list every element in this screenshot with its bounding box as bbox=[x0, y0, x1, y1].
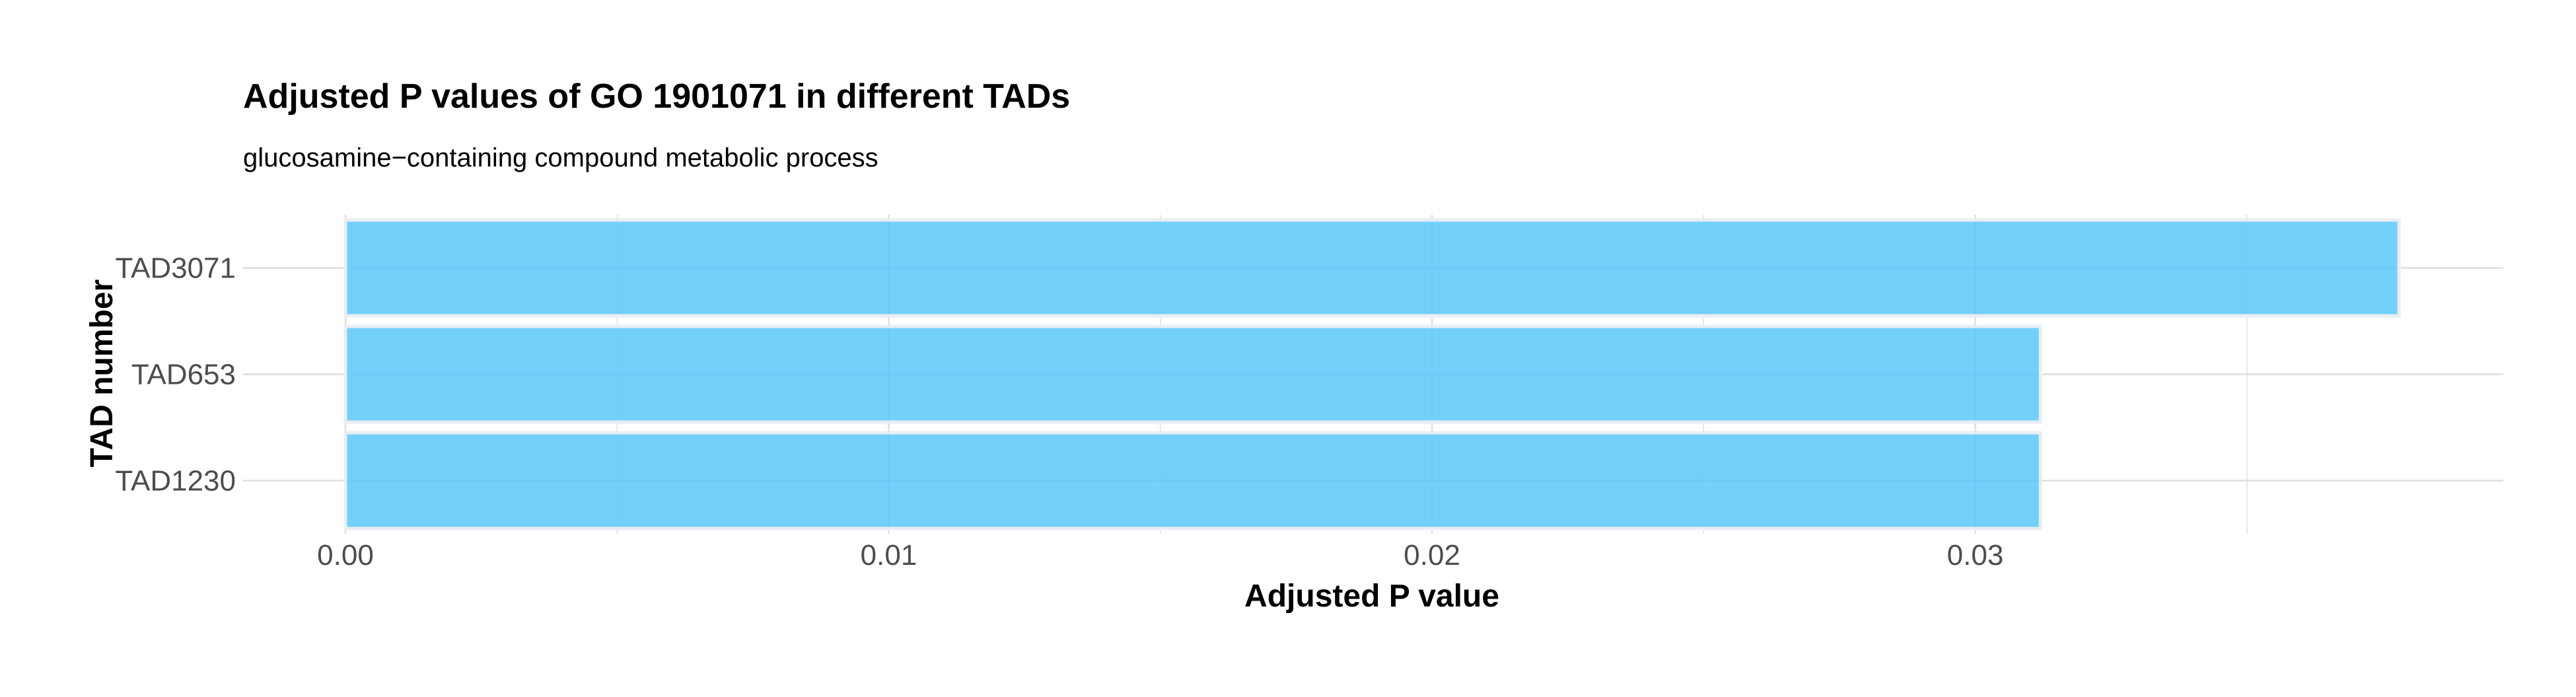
y-tick-label: TAD1230 bbox=[115, 465, 236, 497]
bar-tad3071 bbox=[343, 218, 2401, 318]
x-axis-ticks: 0.00 0.01 0.02 0.03 bbox=[317, 539, 2003, 571]
chart-subtitle: glucosamine−containing compound metaboli… bbox=[243, 143, 878, 172]
y-tick-label: TAD653 bbox=[131, 359, 236, 391]
y-axis-ticks: TAD3071 TAD653 TAD1230 bbox=[115, 252, 236, 497]
x-tick-label: 0.00 bbox=[317, 539, 374, 571]
x-axis-title: Adjusted P value bbox=[1244, 579, 1499, 614]
chart-title: Adjusted P values of GO 1901071 in diffe… bbox=[243, 77, 1070, 116]
bar-tad1230 bbox=[343, 431, 2042, 531]
x-tick-label: 0.02 bbox=[1404, 539, 1460, 571]
x-tick-label: 0.03 bbox=[1947, 539, 2004, 571]
x-tick-label: 0.01 bbox=[861, 539, 917, 571]
bar-tad653 bbox=[343, 324, 2042, 424]
bar-layer bbox=[343, 218, 2401, 531]
y-tick-label: TAD3071 bbox=[115, 252, 236, 285]
y-axis-title: TAD number bbox=[85, 279, 120, 467]
